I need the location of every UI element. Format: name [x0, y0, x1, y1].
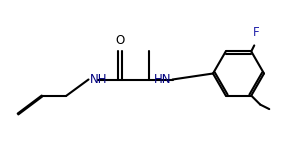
Text: HN: HN: [154, 73, 171, 86]
Text: F: F: [252, 26, 259, 39]
Text: O: O: [115, 33, 125, 46]
Text: NH: NH: [90, 73, 107, 86]
